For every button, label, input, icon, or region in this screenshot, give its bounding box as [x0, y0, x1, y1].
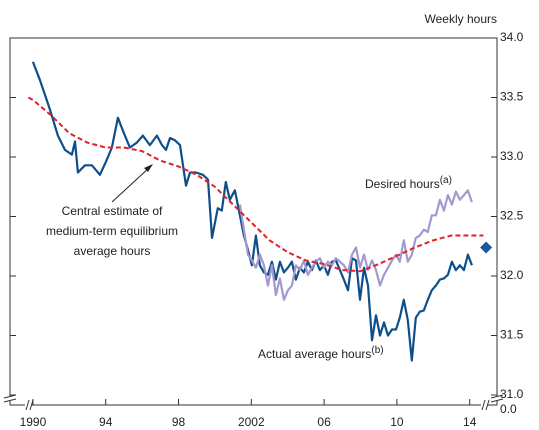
series-line	[31, 61, 473, 362]
series-label-sup: (a)	[440, 175, 452, 186]
series-label-sup: (b)	[371, 345, 383, 356]
y-tick-label: 33.0	[500, 149, 524, 163]
y-tick-label: 33.5	[500, 90, 524, 104]
x-tick-label: 2002	[238, 415, 265, 429]
x-tick-label: 06	[317, 415, 331, 429]
annotation: average hours	[74, 244, 151, 258]
annotation-arrow	[111, 164, 153, 203]
series-label-text: Desired hours	[365, 177, 440, 191]
x-tick-label: 94	[99, 415, 113, 429]
point-marker	[480, 241, 493, 254]
y-tick-label: 0.0	[500, 402, 517, 416]
annotation: medium-term equilibrium	[46, 224, 178, 238]
series-line	[238, 189, 473, 301]
y-tick-label: 32.0	[500, 268, 524, 282]
y-tick-label: 32.5	[500, 209, 524, 223]
x-tick-label: 10	[390, 415, 404, 429]
y-tick-label: 31.0	[500, 387, 524, 401]
series-label: Desired hours(a)	[365, 175, 452, 192]
x-tick-label: 1990	[20, 415, 47, 429]
y-axis-label: Weekly hours	[425, 12, 497, 26]
y-tick-label: 34.0	[500, 30, 524, 44]
x-tick-label: 14	[463, 415, 477, 429]
series-label-text: Actual average hours	[258, 347, 371, 361]
y-tick-label: 31.5	[500, 328, 524, 342]
series-label: Actual average hours(b)	[258, 345, 384, 362]
plot-frame	[9, 37, 498, 406]
annotation: Central estimate of	[62, 204, 163, 218]
axis-break	[3, 394, 504, 411]
series-line	[27, 96, 484, 273]
x-tick-label: 98	[172, 415, 186, 429]
